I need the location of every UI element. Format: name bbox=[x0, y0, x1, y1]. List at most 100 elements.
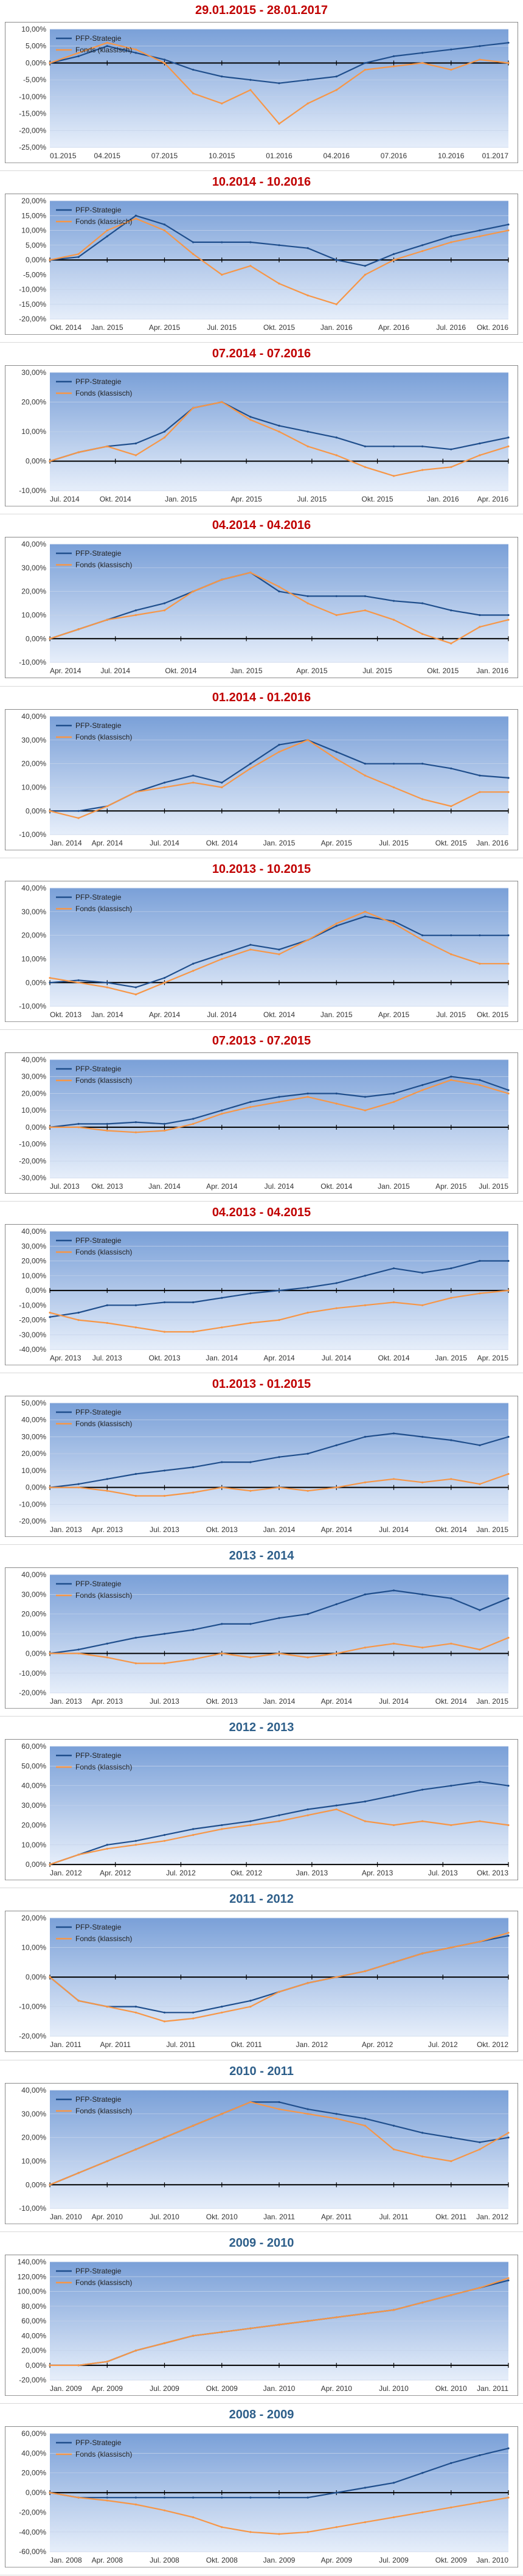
data-point bbox=[134, 214, 137, 217]
y-tick-label: -10,00% bbox=[19, 486, 46, 495]
x-tick-label: 01.2016 bbox=[266, 152, 293, 160]
line-chart: 40,00% 30,00% 20,00% 10,00% 0,00% -10,00% Apr.… bbox=[5, 537, 518, 679]
legend-label: PFP-Strategie bbox=[75, 721, 122, 730]
x-tick-label: Apr. 2010 bbox=[321, 2384, 353, 2393]
data-point bbox=[307, 79, 309, 81]
data-point bbox=[106, 805, 108, 807]
data-point bbox=[364, 1435, 366, 1438]
data-point bbox=[392, 1267, 395, 1270]
y-tick-label: -20,00% bbox=[19, 1316, 46, 1325]
data-point bbox=[278, 1814, 280, 1817]
x-tick-label: Okt. 2011 bbox=[435, 2213, 466, 2221]
y-tick-label: 20,00% bbox=[21, 2469, 46, 2477]
data-point bbox=[507, 229, 510, 232]
y-tick-label: -40,00% bbox=[19, 1345, 46, 1354]
data-point bbox=[221, 2012, 223, 2014]
data-point bbox=[450, 1297, 452, 1299]
data-point bbox=[421, 2511, 424, 2513]
x-tick-label: Okt. 2015 bbox=[427, 667, 459, 676]
data-point bbox=[278, 1101, 280, 1103]
y-tick-label: 20,00% bbox=[21, 197, 46, 205]
data-point bbox=[392, 1478, 395, 1480]
data-point bbox=[192, 68, 195, 71]
y-tick-label: -10,00% bbox=[19, 1139, 46, 1148]
data-point bbox=[278, 743, 280, 746]
data-point bbox=[335, 1808, 338, 1811]
x-tick-label: Jan. 2015 bbox=[320, 1010, 353, 1019]
legend-label: PFP-Strategie bbox=[75, 206, 122, 214]
y-tick-label: 0,00% bbox=[26, 1973, 46, 1982]
data-point bbox=[249, 767, 252, 769]
data-point bbox=[392, 922, 395, 925]
data-point bbox=[392, 475, 395, 477]
data-point bbox=[421, 1083, 424, 1086]
x-tick-label: Apr. 2015 bbox=[230, 495, 262, 503]
y-tick-label: 30,00% bbox=[21, 907, 46, 915]
x-tick-label: Apr. 2015 bbox=[149, 323, 181, 332]
x-tick-label: Apr. 2016 bbox=[378, 323, 410, 332]
line-chart: 20,00% 10,00% 0,00% -10,00% -20,00% Jan. 2011… bbox=[5, 1911, 518, 2053]
data-point bbox=[421, 762, 424, 765]
data-point bbox=[335, 922, 338, 925]
y-tick-label: 120,00% bbox=[18, 2272, 47, 2281]
data-point bbox=[106, 2499, 108, 2502]
data-point bbox=[192, 1331, 195, 1333]
y-tick-label: 40,00% bbox=[21, 712, 46, 721]
data-point bbox=[421, 2471, 424, 2474]
data-point bbox=[249, 762, 252, 765]
data-point bbox=[307, 602, 309, 605]
data-point bbox=[479, 1079, 481, 1081]
chart-title: 04.2014 - 04.2016 bbox=[212, 519, 311, 533]
data-point bbox=[249, 79, 252, 81]
data-point bbox=[163, 2342, 166, 2344]
data-point bbox=[421, 633, 424, 635]
data-point bbox=[77, 1483, 80, 1485]
data-point bbox=[364, 1647, 366, 1649]
data-point bbox=[249, 1101, 252, 1103]
y-tick-label: 40,00% bbox=[21, 1570, 46, 1579]
data-point bbox=[392, 445, 395, 448]
data-point bbox=[364, 273, 366, 276]
data-point bbox=[392, 1589, 395, 1592]
x-tick-label: Okt. 2010 bbox=[435, 2384, 467, 2393]
y-tick-label: 30,00% bbox=[21, 1073, 46, 1081]
x-tick-label: Jan. 2015 bbox=[476, 1525, 508, 1534]
data-point bbox=[507, 1089, 510, 1091]
y-tick-label: -15,00% bbox=[19, 300, 46, 309]
data-point bbox=[364, 1970, 366, 1973]
data-point bbox=[249, 419, 252, 421]
x-tick-label: Jul. 2015 bbox=[436, 1010, 466, 1019]
y-tick-label: 30,00% bbox=[21, 1242, 46, 1250]
data-point bbox=[221, 1623, 223, 1625]
data-point bbox=[249, 265, 252, 267]
data-point bbox=[479, 2454, 481, 2457]
x-tick-label: Jul. 2015 bbox=[379, 839, 409, 847]
x-tick-label: Jan. 2011 bbox=[263, 2213, 295, 2221]
y-tick-label: 20,00% bbox=[21, 1449, 46, 1458]
data-point bbox=[364, 774, 366, 777]
data-point bbox=[507, 1092, 510, 1094]
y-tick-label: 10,00% bbox=[21, 1106, 46, 1115]
data-point bbox=[77, 1318, 80, 1321]
data-point bbox=[278, 948, 280, 951]
data-point bbox=[479, 2501, 481, 2504]
data-point bbox=[221, 2496, 223, 2499]
data-point bbox=[450, 953, 452, 955]
data-point bbox=[278, 1486, 280, 1489]
data-point bbox=[77, 628, 80, 631]
x-tick-label: Apr. 2014 bbox=[92, 839, 123, 847]
chart-title: 01.2013 - 01.2015 bbox=[212, 1377, 311, 1391]
x-tick-label: Jan. 2015 bbox=[165, 495, 197, 503]
x-tick-label: Jul. 2016 bbox=[436, 323, 466, 332]
x-tick-label: Jan. 2014 bbox=[263, 1525, 296, 1534]
y-tick-label: 20,00% bbox=[21, 1610, 46, 1619]
data-point bbox=[249, 241, 252, 243]
chart-panel: 01.2013 - 01.2015 50,00% 40,00% 30,00% 20,00… bbox=[0, 1374, 523, 1545]
data-point bbox=[221, 2112, 223, 2115]
data-point bbox=[392, 1794, 395, 1797]
data-point bbox=[450, 2136, 452, 2138]
data-point bbox=[77, 253, 80, 256]
data-point bbox=[163, 1494, 166, 1497]
data-point bbox=[106, 981, 108, 984]
data-point bbox=[479, 1648, 481, 1651]
